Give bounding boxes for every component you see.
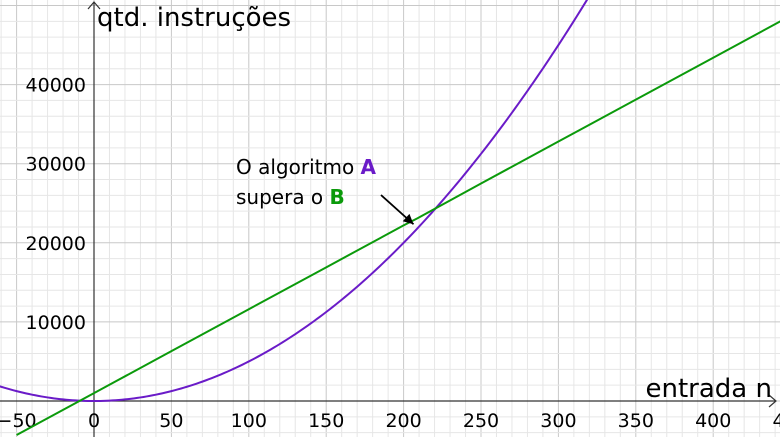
x-tick-label: 100 [231,410,267,432]
x-axis-label: entrada n [646,374,772,404]
x-tick-label: 50 [159,410,183,432]
y-tick-label: 40000 [26,75,86,97]
y-axis-arrow [87,1,101,10]
x-tick-label: 0 [88,410,100,432]
annotation: O algoritmo A supera o B [236,155,415,225]
x-tick-label: 250 [463,410,499,432]
x-tick-label: 450 [772,410,780,432]
y-tick-label: 20000 [26,233,86,255]
annotation-line-2: supera o B [236,185,345,209]
x-tick-label: −50 [0,410,37,432]
annotation-letter-a: A [361,155,377,179]
x-tick-label: 200 [385,410,421,432]
x-tick-label: 350 [618,410,654,432]
series-line-b [16,20,780,436]
y-axis-label: qtd. instruções [97,3,291,33]
annotation-letter-b: B [330,185,345,209]
x-tick-label: 400 [695,410,731,432]
y-tick-label: 10000 [26,312,86,334]
annotation-line-1: O algoritmo A [236,155,377,179]
x-tick-label: 150 [308,410,344,432]
x-axis-arrow [768,394,777,408]
series-line-a [0,0,589,403]
annotation-arrow-head [402,213,414,225]
y-tick-label: 30000 [26,154,86,176]
x-tick-label: 300 [540,410,576,432]
tick-labels: −50 0 50 100 150 200 250 300 350 400 450 10000 20000… [0,75,780,432]
